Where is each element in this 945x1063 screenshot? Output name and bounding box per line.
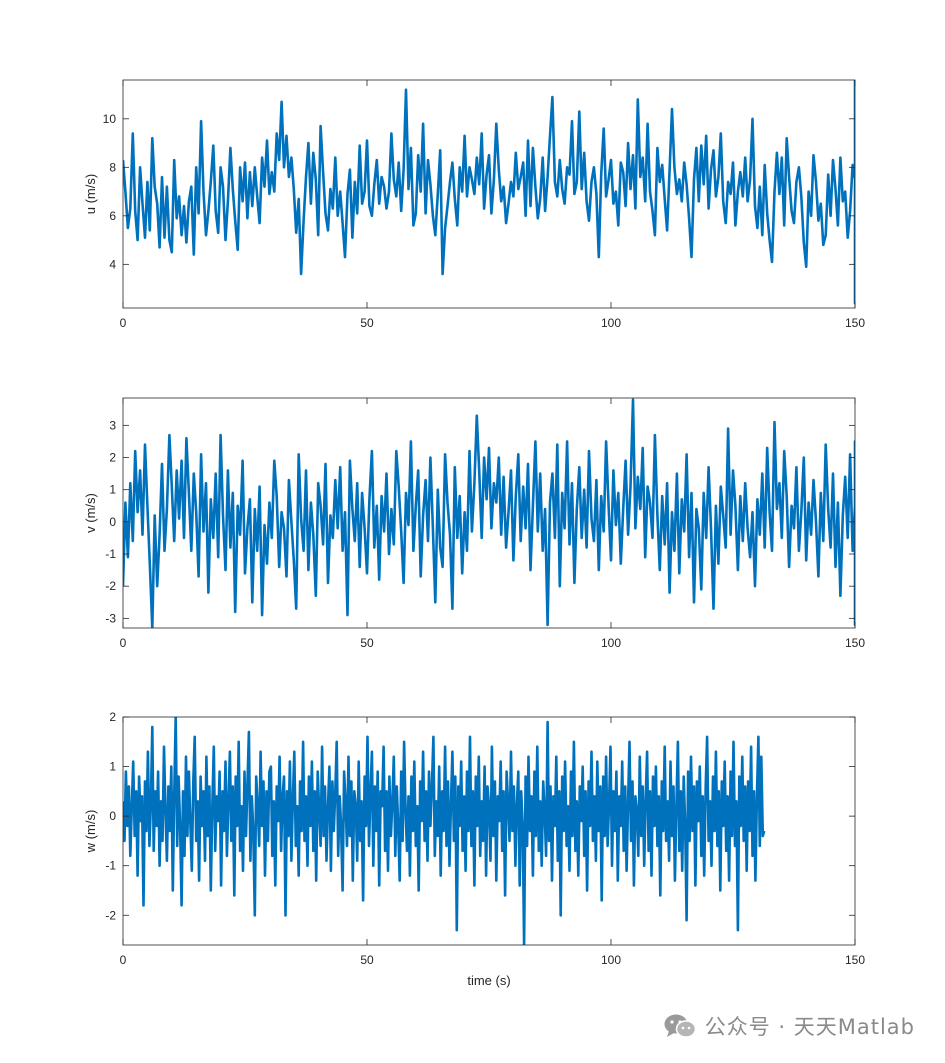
y-tick-label: 1 bbox=[109, 483, 116, 497]
subplot-2: 0 50 100 150 -3 -2 -1 0 1 2 3 v (m/s) bbox=[83, 397, 865, 650]
x-tick-label: 100 bbox=[601, 636, 621, 650]
x-tick-label: 50 bbox=[360, 953, 374, 967]
x-tick-label: 150 bbox=[845, 316, 865, 330]
x-tick-label: 50 bbox=[360, 316, 374, 330]
y-tick-label: 0 bbox=[109, 809, 116, 823]
y-tick-label: 0 bbox=[109, 515, 116, 529]
y-tick-label: 1 bbox=[109, 760, 116, 774]
y-tick-label: 4 bbox=[109, 257, 116, 271]
x-tick-label: 150 bbox=[845, 636, 865, 650]
wechat-icon bbox=[664, 1014, 696, 1038]
x-tick-label: 100 bbox=[601, 953, 621, 967]
axes-box bbox=[122, 716, 856, 946]
x-tick-label: 0 bbox=[120, 636, 127, 650]
subplot-3: 0 50 100 150 -2 -1 0 1 2 w (m/s) time (s) bbox=[83, 710, 865, 988]
watermark-text: 公众号 · 天天Matlab bbox=[704, 1015, 915, 1039]
y-axis-label: u (m/s) bbox=[83, 174, 98, 214]
y-tick-label: -3 bbox=[105, 611, 116, 625]
y-tick-label: 10 bbox=[103, 112, 117, 126]
y-tick-label: 6 bbox=[109, 209, 116, 223]
x-tick-label: 0 bbox=[120, 316, 127, 330]
subplot-1: 0 50 100 150 4 6 8 10 u (m/s) bbox=[83, 79, 865, 330]
y-tick-label: 3 bbox=[109, 418, 116, 432]
y-tick-label: -1 bbox=[105, 547, 116, 561]
y-tick-label: -2 bbox=[105, 908, 116, 922]
x-tick-label: 0 bbox=[120, 953, 127, 967]
watermark: 公众号 · 天天Matlab bbox=[663, 1011, 915, 1041]
y-tick-label: 8 bbox=[109, 160, 116, 174]
x-axis-label: time (s) bbox=[467, 973, 510, 988]
x-tick-label: 100 bbox=[601, 316, 621, 330]
y-axis-label: v (m/s) bbox=[83, 493, 98, 533]
y-tick-label: -2 bbox=[105, 579, 116, 593]
series-line-1-1 bbox=[123, 80, 855, 305]
axes-box bbox=[122, 397, 856, 629]
y-axis-label: w (m/s) bbox=[83, 810, 98, 854]
axes-box bbox=[122, 79, 856, 309]
series-line-3-1 bbox=[123, 717, 766, 945]
series-line-2-1 bbox=[123, 398, 855, 628]
x-tick-label: 150 bbox=[845, 953, 865, 967]
x-tick-label: 50 bbox=[360, 636, 374, 650]
y-tick-label: -1 bbox=[105, 859, 116, 873]
y-tick-label: 2 bbox=[109, 451, 116, 465]
y-tick-label: 2 bbox=[109, 710, 116, 724]
